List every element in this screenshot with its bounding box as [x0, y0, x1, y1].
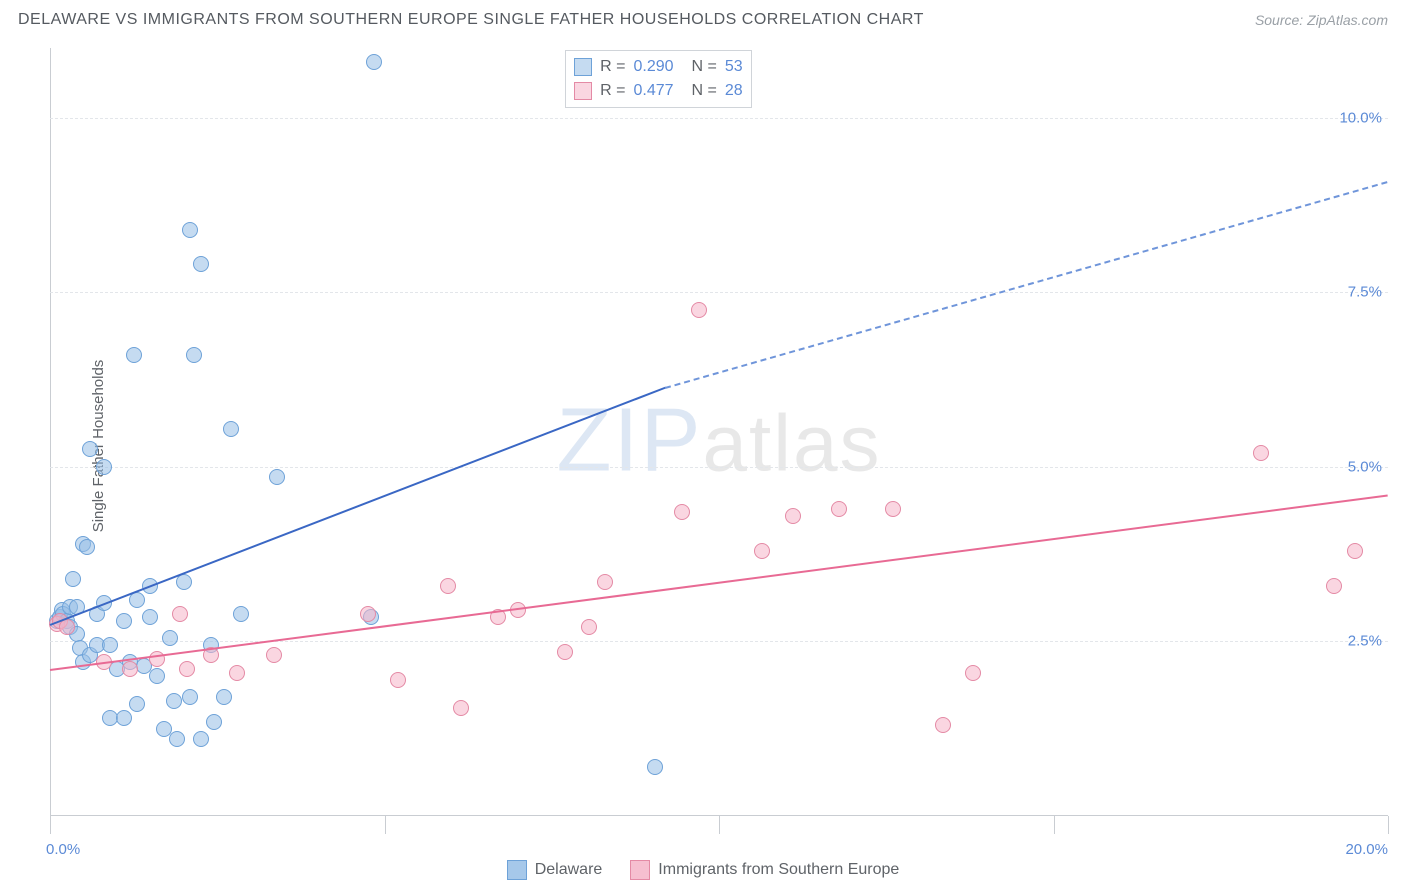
data-point-southern_europe: [1253, 445, 1269, 461]
data-point-southern_europe: [935, 717, 951, 733]
stat-r-value: 0.477: [633, 82, 673, 100]
stats-row-southern_europe: R = 0.477 N = 28: [574, 79, 743, 103]
data-point-southern_europe: [1347, 543, 1363, 559]
legend-swatch-icon: [630, 860, 650, 880]
data-point-southern_europe: [360, 606, 376, 622]
data-point-southern_europe: [390, 672, 406, 688]
y-tick-label: 5.0%: [1348, 458, 1382, 475]
data-point-southern_europe: [179, 661, 195, 677]
y-axis-line: [50, 48, 51, 816]
y-tick-label: 2.5%: [1348, 633, 1382, 650]
legend-item: Delaware: [507, 860, 603, 880]
data-point-southern_europe: [229, 665, 245, 681]
data-point-southern_europe: [885, 501, 901, 517]
x-tick: [1054, 816, 1055, 834]
data-point-southern_europe: [581, 619, 597, 635]
data-point-southern_europe: [691, 302, 707, 318]
data-point-delaware: [96, 459, 112, 475]
data-point-southern_europe: [831, 501, 847, 517]
stats-row-delaware: R = 0.290 N = 53: [574, 55, 743, 79]
plot-area: ZIPatlas 2.5% 5.0% 7.5% 10.0% R = 0.290 N = 5…: [50, 48, 1388, 834]
data-point-southern_europe: [172, 606, 188, 622]
data-point-southern_europe: [674, 504, 690, 520]
data-point-delaware: [206, 714, 222, 730]
x-tick: [1388, 816, 1389, 834]
trend-line: [50, 495, 1388, 672]
y-tick-label: 10.0%: [1339, 109, 1382, 126]
chart-title: DELAWARE VS IMMIGRANTS FROM SOUTHERN EUR…: [18, 11, 924, 29]
chart-header: DELAWARE VS IMMIGRANTS FROM SOUTHERN EUR…: [0, 0, 1406, 40]
data-point-delaware: [647, 759, 663, 775]
data-point-delaware: [65, 571, 81, 587]
gridline: [50, 467, 1388, 468]
data-point-delaware: [102, 637, 118, 653]
data-point-southern_europe: [266, 647, 282, 663]
data-point-delaware: [216, 689, 232, 705]
legend-swatch-icon: [507, 860, 527, 880]
watermark: ZIPatlas: [557, 390, 882, 493]
y-tick-label: 7.5%: [1348, 284, 1382, 301]
data-point-southern_europe: [754, 543, 770, 559]
data-point-delaware: [366, 54, 382, 70]
data-point-southern_europe: [440, 578, 456, 594]
x-tick: [50, 816, 51, 834]
data-point-delaware: [149, 668, 165, 684]
data-point-southern_europe: [557, 644, 573, 660]
scatter-plot: ZIPatlas 2.5% 5.0% 7.5% 10.0% R = 0.290 N = 5…: [50, 48, 1388, 834]
trend-line: [665, 181, 1388, 389]
legend-label: Immigrants from Southern Europe: [658, 861, 899, 879]
data-point-delaware: [233, 606, 249, 622]
legend-swatch-icon: [574, 58, 592, 76]
data-point-delaware: [82, 441, 98, 457]
data-point-delaware: [193, 731, 209, 747]
data-point-delaware: [186, 347, 202, 363]
legend-label: Delaware: [535, 861, 603, 879]
x-tick-label: 0.0%: [46, 841, 80, 858]
data-point-delaware: [182, 222, 198, 238]
data-point-delaware: [116, 613, 132, 629]
data-point-delaware: [182, 689, 198, 705]
data-point-delaware: [162, 630, 178, 646]
data-point-delaware: [142, 609, 158, 625]
data-point-southern_europe: [965, 665, 981, 681]
stat-r-value: 0.290: [633, 58, 673, 76]
data-point-southern_europe: [453, 700, 469, 716]
data-point-southern_europe: [785, 508, 801, 524]
data-point-delaware: [129, 696, 145, 712]
data-point-southern_europe: [597, 574, 613, 590]
data-point-delaware: [116, 710, 132, 726]
legend-swatch-icon: [574, 82, 592, 100]
chart-source: Source: ZipAtlas.com: [1255, 12, 1388, 28]
stat-r-label: R =: [600, 82, 625, 100]
data-point-southern_europe: [59, 619, 75, 635]
x-tick: [719, 816, 720, 834]
stat-n-label: N =: [692, 58, 717, 76]
legend-item: Immigrants from Southern Europe: [630, 860, 899, 880]
stat-n-label: N =: [692, 82, 717, 100]
stat-r-label: R =: [600, 58, 625, 76]
data-point-southern_europe: [122, 661, 138, 677]
x-tick: [385, 816, 386, 834]
data-point-delaware: [223, 421, 239, 437]
gridline: [50, 118, 1388, 119]
x-tick-label: 20.0%: [1345, 841, 1388, 858]
data-point-southern_europe: [1326, 578, 1342, 594]
data-point-delaware: [193, 256, 209, 272]
stats-box: R = 0.290 N = 53 R = 0.477 N = 28: [565, 50, 752, 108]
data-point-delaware: [126, 347, 142, 363]
data-point-delaware: [79, 539, 95, 555]
trend-line: [50, 387, 666, 626]
legend: Delaware Immigrants from Southern Europe: [0, 860, 1406, 880]
gridline: [50, 292, 1388, 293]
stat-n-value: 53: [725, 58, 743, 76]
data-point-delaware: [166, 693, 182, 709]
data-point-delaware: [269, 469, 285, 485]
stat-n-value: 28: [725, 82, 743, 100]
data-point-delaware: [169, 731, 185, 747]
